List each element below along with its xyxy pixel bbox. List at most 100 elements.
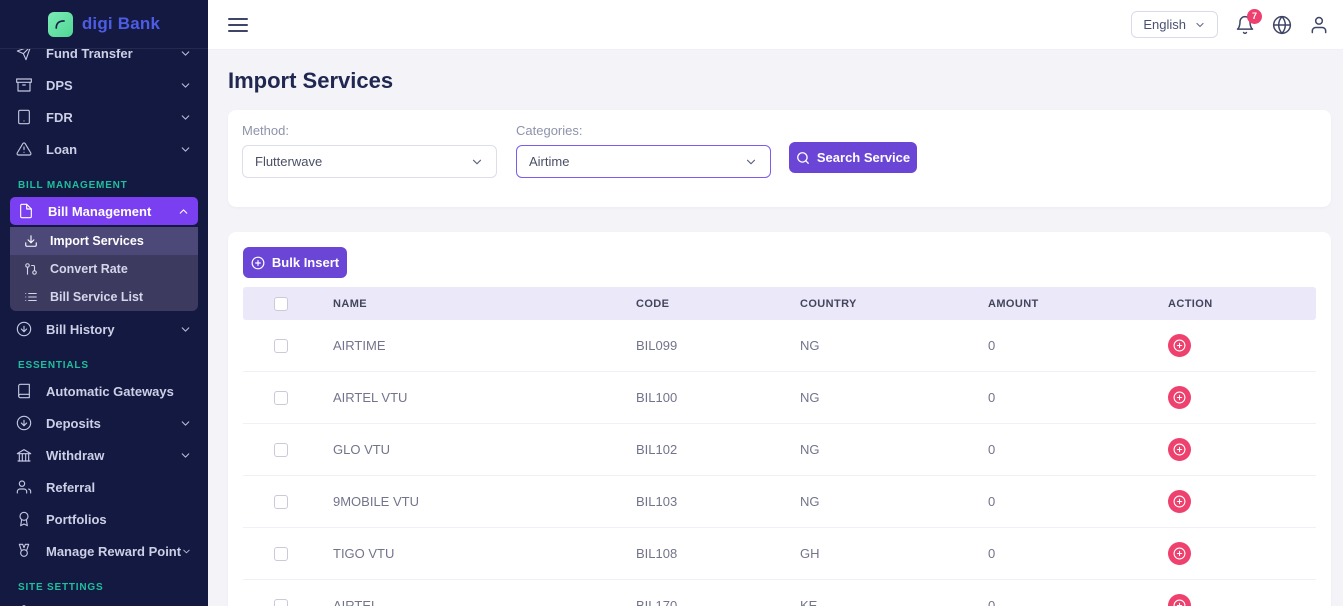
sidebar-item-bill-management[interactable]: Bill Management: [10, 197, 198, 225]
import-row-button[interactable]: [1168, 490, 1191, 513]
list-icon: [25, 292, 37, 302]
import-row-button[interactable]: [1168, 334, 1191, 357]
cell-amount: 0: [988, 494, 996, 509]
row-checkbox[interactable]: [273, 338, 288, 353]
profile-button[interactable]: [1309, 15, 1329, 35]
header-country: COUNTRY: [800, 297, 857, 310]
sidebar-item-referral[interactable]: Referral: [0, 471, 208, 503]
cell-name: GLO VTU: [333, 442, 391, 457]
file-icon: [20, 203, 32, 219]
language-select[interactable]: English: [1131, 11, 1218, 38]
header-name: NAME: [333, 297, 367, 310]
chevron-down-icon: [181, 146, 190, 152]
select-all-checkbox[interactable]: [273, 296, 288, 311]
header-code: CODE: [636, 297, 670, 310]
brand-logo-icon: [47, 11, 73, 37]
search-icon: [796, 151, 809, 164]
sidebar-subitem-convert-rate[interactable]: Convert Rate: [10, 255, 198, 283]
globe-icon: [1272, 15, 1292, 34]
sidebar-item-automatic-gateways[interactable]: Automatic Gateways: [0, 375, 208, 407]
plus-circle-icon: [1173, 391, 1186, 404]
sidebar-nav: Fund Transfer DPS FDR Loan BILL MANAGEME…: [0, 48, 208, 606]
cell-country: NG: [800, 338, 820, 353]
notifications-button[interactable]: 7: [1235, 8, 1262, 35]
table-row: AIRTEL VTU BIL100 NG 0: [243, 372, 1316, 424]
filter-card: Method: Flutterwave Categories: Airtime …: [228, 110, 1331, 207]
cell-code: BIL170: [636, 598, 678, 606]
cell-name: AIRTIME: [333, 338, 386, 353]
services-table-card: Bulk Insert NAME CODE COUNTRY AMOUNT ACT…: [228, 232, 1331, 606]
sidebar-section-site-settings: SITE SETTINGS: [18, 582, 104, 593]
sidebar-section-bill-management: BILL MANAGEMENT: [18, 180, 128, 191]
arrow-down-circle-icon: [16, 321, 32, 337]
chevron-down-icon: [181, 82, 190, 88]
table-row: 9MOBILE VTU BIL103 NG 0: [243, 476, 1316, 528]
search-service-button[interactable]: Search Service: [789, 142, 917, 173]
plus-circle-icon: [1173, 495, 1186, 508]
sidebar-item-bill-history[interactable]: Bill History: [0, 313, 208, 345]
table-row: AIRTEL BIL170 KE 0: [243, 580, 1316, 606]
page-title: Import Services: [228, 68, 394, 93]
import-row-button[interactable]: [1168, 542, 1191, 565]
sidebar-subitem-import-services[interactable]: Import Services: [10, 227, 198, 255]
send-icon: [16, 49, 31, 61]
sidebar-item-portfolios[interactable]: Portfolios: [0, 503, 208, 535]
table-header-row: NAME CODE COUNTRY AMOUNT ACTION: [243, 287, 1316, 320]
sidebar-item-fdr[interactable]: FDR: [0, 101, 208, 133]
bill-management-submenu: Import Services Convert Rate Bill Servic…: [10, 227, 198, 311]
chevron-down-icon: [181, 114, 190, 120]
cell-code: BIL100: [636, 390, 678, 405]
sidebar-subitem-bill-service-list[interactable]: Bill Service List: [10, 283, 198, 311]
award-icon: [19, 511, 29, 527]
cell-country: GH: [800, 546, 820, 561]
cell-name: 9MOBILE VTU: [333, 494, 419, 509]
cell-name: AIRTEL: [333, 598, 379, 606]
chevron-down-icon: [472, 159, 482, 164]
plus-circle-icon: [251, 256, 265, 269]
row-checkbox[interactable]: [273, 390, 288, 405]
method-select[interactable]: Flutterwave: [242, 145, 497, 178]
cell-country: NG: [800, 390, 820, 405]
bell-icon: [1236, 15, 1254, 34]
book-icon: [18, 383, 30, 399]
row-checkbox[interactable]: [273, 598, 288, 606]
cell-amount: 0: [988, 546, 996, 561]
bulk-insert-button[interactable]: Bulk Insert: [243, 247, 347, 278]
cell-amount: 0: [988, 598, 996, 606]
services-table: NAME CODE COUNTRY AMOUNT ACTION AIRTIME …: [243, 287, 1316, 606]
row-checkbox[interactable]: [273, 442, 288, 457]
header-action: ACTION: [1168, 297, 1213, 310]
site-link-button[interactable]: [1272, 15, 1292, 35]
sidebar-item-deposits[interactable]: Deposits: [0, 407, 208, 439]
import-row-button[interactable]: [1168, 594, 1191, 606]
alert-triangle-icon: [16, 142, 32, 156]
row-checkbox[interactable]: [273, 494, 288, 509]
sidebar-item-withdraw[interactable]: Withdraw: [0, 439, 208, 471]
row-checkbox[interactable]: [273, 546, 288, 561]
sidebar-item-settings[interactable]: Settings: [0, 597, 208, 606]
sidebar-item-manage-reward-point[interactable]: Manage Reward Point: [0, 535, 208, 567]
brand-logo[interactable]: digi Bank: [0, 0, 208, 48]
plus-circle-icon: [1173, 547, 1186, 560]
download-icon: [25, 235, 37, 247]
categories-select[interactable]: Airtime: [516, 145, 771, 178]
user-icon: [1311, 16, 1327, 33]
chevron-down-icon: [181, 452, 190, 458]
menu-toggle-icon[interactable]: [228, 17, 248, 32]
chevron-down-icon: [181, 50, 190, 56]
sidebar-item-dps[interactable]: DPS: [0, 69, 208, 101]
sidebar-item-loan[interactable]: Loan: [0, 133, 208, 165]
cell-amount: 0: [988, 338, 996, 353]
sidebar-item-fund-transfer[interactable]: Fund Transfer: [0, 49, 208, 69]
cell-country: KE: [800, 598, 818, 606]
table-row: GLO VTU BIL102 NG 0: [243, 424, 1316, 476]
cell-name: TIGO VTU: [333, 546, 395, 561]
cell-name: AIRTEL VTU: [333, 390, 408, 405]
archive-icon: [16, 78, 32, 92]
chevron-up-icon: [179, 208, 188, 214]
import-row-button[interactable]: [1168, 438, 1191, 461]
plus-circle-icon: [1173, 599, 1186, 606]
chevron-down-icon: [1196, 22, 1204, 27]
arrow-down-circle-icon: [16, 415, 32, 431]
import-row-button[interactable]: [1168, 386, 1191, 409]
